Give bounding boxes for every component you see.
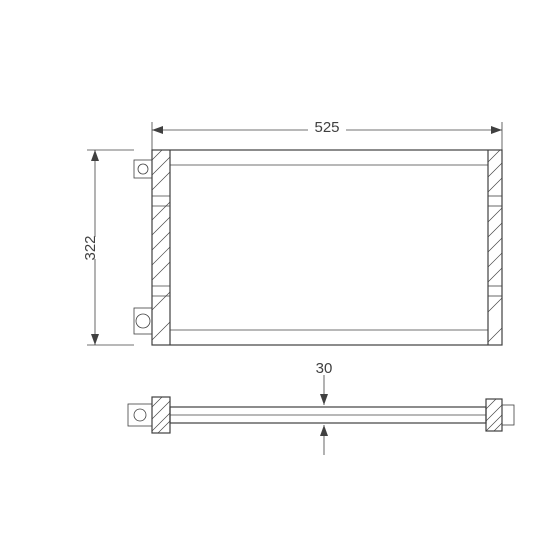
side-view	[128, 397, 514, 433]
right-tank	[488, 150, 502, 342]
front-view	[134, 150, 502, 345]
left-tank-hatch	[152, 150, 170, 340]
dim-thickness-label: 30	[316, 360, 333, 377]
dimension-width: 525	[152, 118, 502, 150]
dim-width-label: 525	[314, 119, 339, 136]
dimension-height: 322	[82, 150, 134, 345]
dim-height-label: 322	[82, 235, 99, 260]
right-tank-hatch	[488, 150, 502, 342]
